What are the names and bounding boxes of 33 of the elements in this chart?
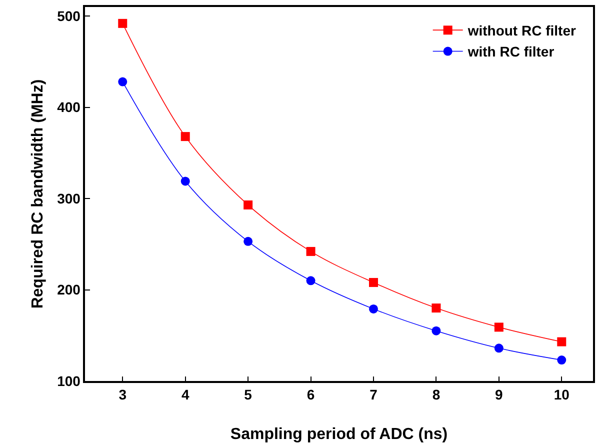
point (368, 278, 378, 287)
x-tick-label: 4 (181, 386, 190, 403)
y-axis-title: Required RC bandwidth (MHz) (30, 79, 46, 309)
y-tick-label: 200 (57, 282, 81, 298)
y-tick-label: 500 (57, 8, 81, 24)
x-tick-label: 9 (495, 386, 504, 403)
point (557, 356, 566, 365)
y-tick-label: 300 (57, 190, 81, 206)
point (306, 246, 316, 256)
legend-label: with RC filter (466, 44, 555, 60)
x-tick-label: 7 (370, 386, 378, 403)
y-tick-label: 400 (57, 99, 81, 116)
y-tick-label: 100 (57, 372, 81, 389)
x-tick-label: 5 (244, 386, 252, 403)
x-axis-title: Sampling period of ADC (ns) (230, 426, 448, 443)
point (306, 276, 316, 286)
point (244, 200, 253, 210)
point (118, 18, 128, 28)
point (494, 322, 504, 332)
x-tick-label: 10 (554, 386, 570, 403)
legend-label: without RC filter (466, 22, 576, 39)
point (432, 304, 441, 313)
point (180, 176, 190, 186)
x-tick-label: 6 (306, 386, 315, 403)
x-tick-label: 8 (432, 386, 440, 403)
x-tick-label: 3 (118, 386, 127, 403)
point (432, 326, 441, 336)
point (118, 77, 128, 86)
point (368, 304, 378, 314)
point (180, 132, 190, 142)
point (244, 236, 253, 246)
point (557, 337, 566, 346)
point (494, 344, 504, 353)
